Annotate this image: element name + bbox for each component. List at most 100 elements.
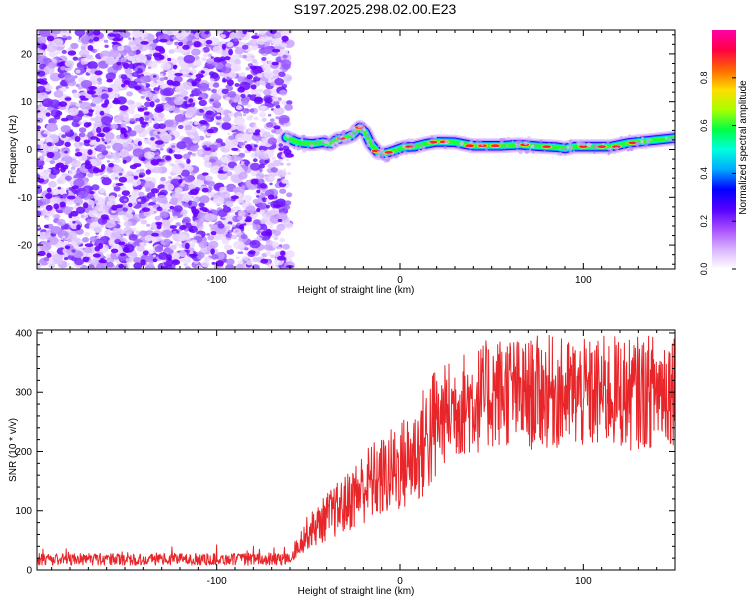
track-fuzz <box>288 139 291 142</box>
track-fuzz <box>511 140 514 143</box>
track-fuzz <box>645 139 651 144</box>
noise-speckle <box>219 33 226 39</box>
noise-speckle <box>270 167 278 173</box>
noise-speckle-strong <box>100 164 106 171</box>
track-fuzz <box>308 139 311 142</box>
track-fuzz <box>366 132 369 135</box>
noise-speckle <box>68 169 77 176</box>
track-fuzz <box>327 137 331 141</box>
noise-speckle <box>75 69 81 74</box>
noise-speckle-strong <box>111 204 118 211</box>
noise-speckle <box>139 242 145 246</box>
noise-speckle <box>246 56 253 62</box>
noise-speckle <box>258 209 265 215</box>
track-fuzz <box>422 148 425 151</box>
track-fuzz <box>609 147 612 150</box>
noise-speckle-strong <box>102 126 111 133</box>
noise-speckle-strong <box>210 231 217 236</box>
track-fuzz <box>366 143 371 148</box>
noise-speckle <box>75 148 80 152</box>
noise-speckle <box>245 205 256 214</box>
noise-speckle <box>253 116 259 121</box>
noise-speckle-strong <box>120 128 127 135</box>
track-fuzz <box>306 144 308 147</box>
track-fuzz <box>377 145 380 148</box>
noise-speckle <box>281 179 288 184</box>
noise-speckle <box>203 256 211 262</box>
noise-speckle <box>246 260 253 266</box>
noise-speckle <box>62 35 67 39</box>
noise-speckle-strong <box>195 73 204 79</box>
track-fuzz <box>524 149 529 154</box>
noise-speckle-strong <box>149 101 155 108</box>
track-fuzz <box>296 147 301 151</box>
noise-speckle <box>177 233 188 242</box>
track-fuzz <box>558 147 562 150</box>
track-fuzz <box>556 153 560 156</box>
noise-speckle <box>37 155 45 161</box>
noise-speckle <box>106 160 111 163</box>
noise-speckle <box>251 133 262 142</box>
noise-speckle <box>252 158 258 163</box>
noise-speckle <box>269 182 273 186</box>
noise-speckle-strong <box>210 248 215 255</box>
signal-peak <box>465 144 475 148</box>
noise-speckle <box>146 223 151 227</box>
noise-speckle-strong <box>133 85 142 91</box>
noise-speckle <box>78 100 83 104</box>
noise-speckle-strong <box>123 133 128 138</box>
noise-speckle-strong <box>188 228 195 232</box>
track-fuzz <box>664 136 668 140</box>
noise-speckle <box>96 77 103 82</box>
noise-speckle <box>139 76 149 84</box>
noise-speckle <box>279 188 287 194</box>
noise-speckle-strong <box>171 259 181 266</box>
track-fuzz <box>418 149 421 152</box>
noise-speckle <box>48 61 57 69</box>
noise-speckle <box>66 36 72 40</box>
noise-speckle-strong <box>191 81 197 87</box>
noise-speckle-strong <box>167 57 172 62</box>
noise-speckle <box>181 66 192 75</box>
noise-speckle <box>181 81 193 91</box>
track-fuzz <box>306 146 310 150</box>
track-fuzz <box>360 125 363 128</box>
noise-speckle <box>269 118 275 122</box>
noise-speckle <box>93 193 99 198</box>
noise-speckle <box>110 137 120 145</box>
snr-y-label: SNR (10 * v/v) <box>8 418 19 482</box>
noise-speckle <box>37 85 46 93</box>
noise-speckle <box>273 236 279 241</box>
track-fuzz <box>294 145 298 149</box>
noise-speckle <box>178 48 186 54</box>
noise-speckle <box>178 124 184 130</box>
noise-speckle <box>189 251 194 255</box>
noise-speckle <box>193 179 204 187</box>
track-fuzz <box>386 146 389 149</box>
noise-speckle <box>173 205 183 213</box>
noise-speckle <box>222 166 230 172</box>
noise-speckle-strong <box>182 44 190 50</box>
noise-speckle-strong <box>108 163 115 168</box>
noise-speckle <box>179 183 185 187</box>
noise-speckle <box>261 137 267 142</box>
noise-speckle <box>112 165 123 174</box>
noise-speckle <box>128 37 132 40</box>
noise-speckle-strong <box>195 77 202 82</box>
track-fuzz <box>606 140 610 144</box>
noise-speckle <box>87 61 98 70</box>
track-fuzz <box>324 144 328 148</box>
noise-speckle <box>180 258 186 262</box>
noise-speckle <box>74 30 86 37</box>
noise-speckle <box>127 108 135 115</box>
noise-speckle <box>259 112 266 118</box>
noise-speckle <box>152 75 157 78</box>
noise-speckle <box>78 127 87 133</box>
track-fuzz <box>395 141 399 145</box>
noise-speckle-strong <box>53 203 60 210</box>
noise-speckle <box>108 238 116 245</box>
noise-speckle-strong <box>202 208 210 213</box>
noise-speckle <box>104 131 115 140</box>
noise-speckle <box>138 132 146 138</box>
noise-speckle <box>203 53 209 58</box>
